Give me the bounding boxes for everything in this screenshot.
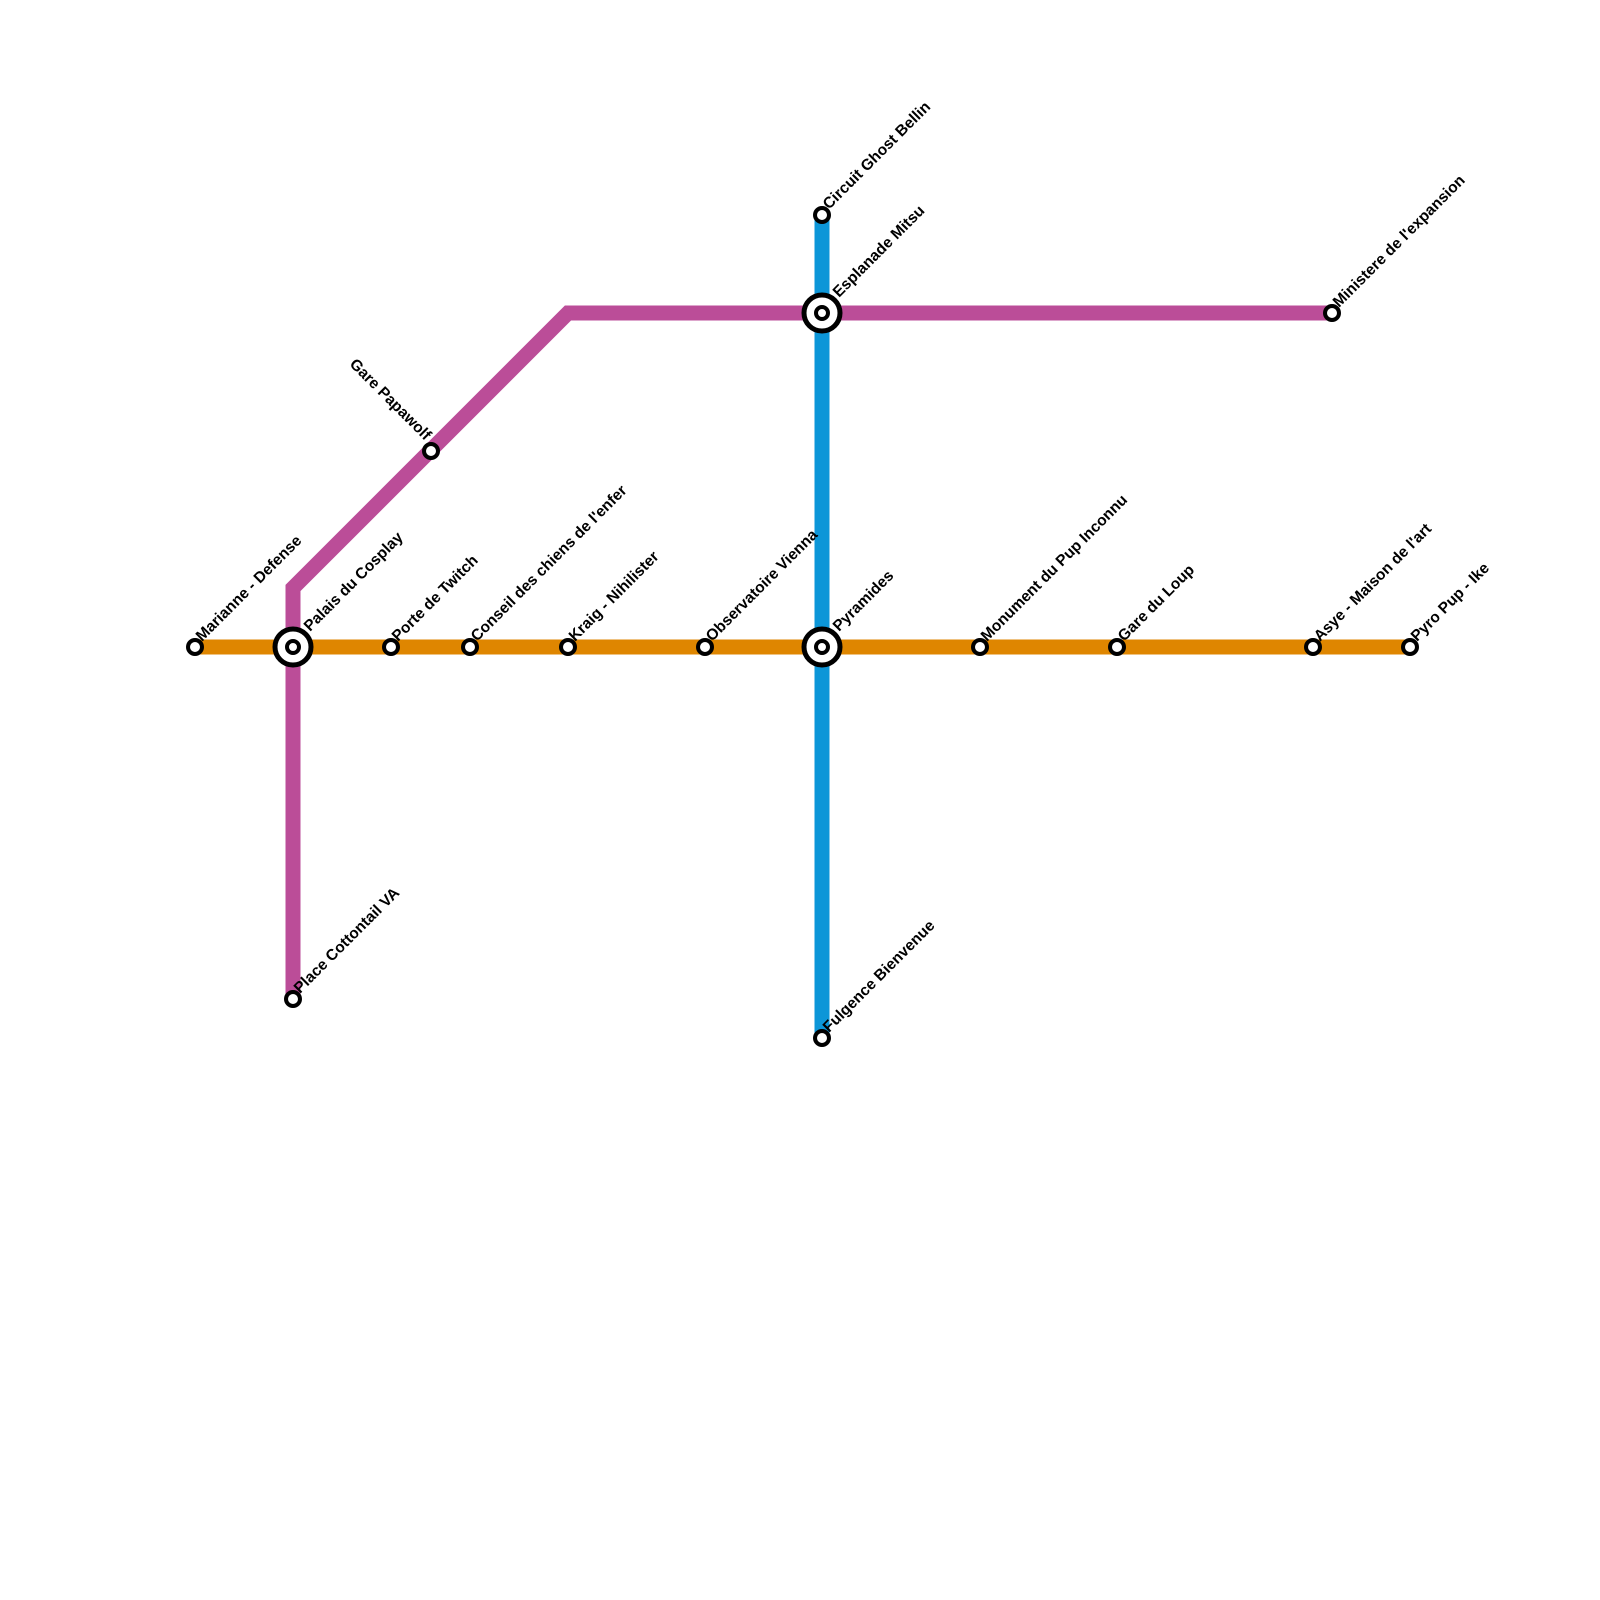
station-marker[interactable] <box>696 638 714 656</box>
interchange-marker[interactable] <box>814 639 830 655</box>
station-label: Circuit Ghost Bellin <box>820 98 934 212</box>
station-marker[interactable] <box>1108 638 1126 656</box>
station[interactable]: Observatoire Vienna <box>696 526 822 656</box>
station-label: Place Cottontail VA <box>291 885 403 997</box>
station-label: Ministere de l'expansion <box>1330 172 1469 311</box>
station-marker[interactable] <box>186 638 204 656</box>
station[interactable]: Fulgence Bienvenue <box>813 917 939 1047</box>
station-label: Esplanade Mitsu <box>830 202 929 301</box>
station-label: Porte de Twitch <box>389 552 482 645</box>
station-label: Pyramides <box>830 567 897 634</box>
station-marker[interactable] <box>559 638 577 656</box>
interchange-marker[interactable] <box>285 639 301 655</box>
station-label: Pyro Pup - Ike <box>1408 559 1493 644</box>
station-label: Fulgence Bienvenue <box>820 917 939 1036</box>
station-label: Conseil des chiens de l'enfer <box>468 482 631 645</box>
station[interactable]: Place Cottontail VA <box>284 885 403 1008</box>
station[interactable]: Conseil des chiens de l'enfer <box>461 482 631 656</box>
station-marker[interactable] <box>813 206 831 224</box>
station-marker[interactable] <box>422 442 440 460</box>
station-label: Monument du Pup Inconnu <box>978 492 1131 645</box>
station-marker[interactable] <box>1304 638 1322 656</box>
station-marker[interactable] <box>284 990 302 1008</box>
station-label: Kraig - Nihilister <box>566 548 663 645</box>
station[interactable]: Kraig - Nihilister <box>559 548 663 656</box>
station[interactable]: Gare Papawolf <box>346 356 440 460</box>
station-marker[interactable] <box>971 638 989 656</box>
station-label: Gare du Loup <box>1115 562 1198 645</box>
station-marker[interactable] <box>1323 304 1341 322</box>
station[interactable]: Ministere de l'expansion <box>1323 172 1469 322</box>
station-marker[interactable] <box>1401 638 1419 656</box>
station[interactable]: Pyro Pup - Ike <box>1401 559 1493 656</box>
interchange-marker[interactable] <box>814 305 830 321</box>
station-label: Gare Papawolf <box>346 356 435 445</box>
station-marker[interactable] <box>813 1029 831 1047</box>
station-label: Palais du Cosplay <box>301 529 407 635</box>
station-label: Observatoire Vienna <box>703 526 822 645</box>
station-marker[interactable] <box>382 638 400 656</box>
station[interactable]: Monument du Pup Inconnu <box>971 492 1131 656</box>
station-marker[interactable] <box>461 638 479 656</box>
